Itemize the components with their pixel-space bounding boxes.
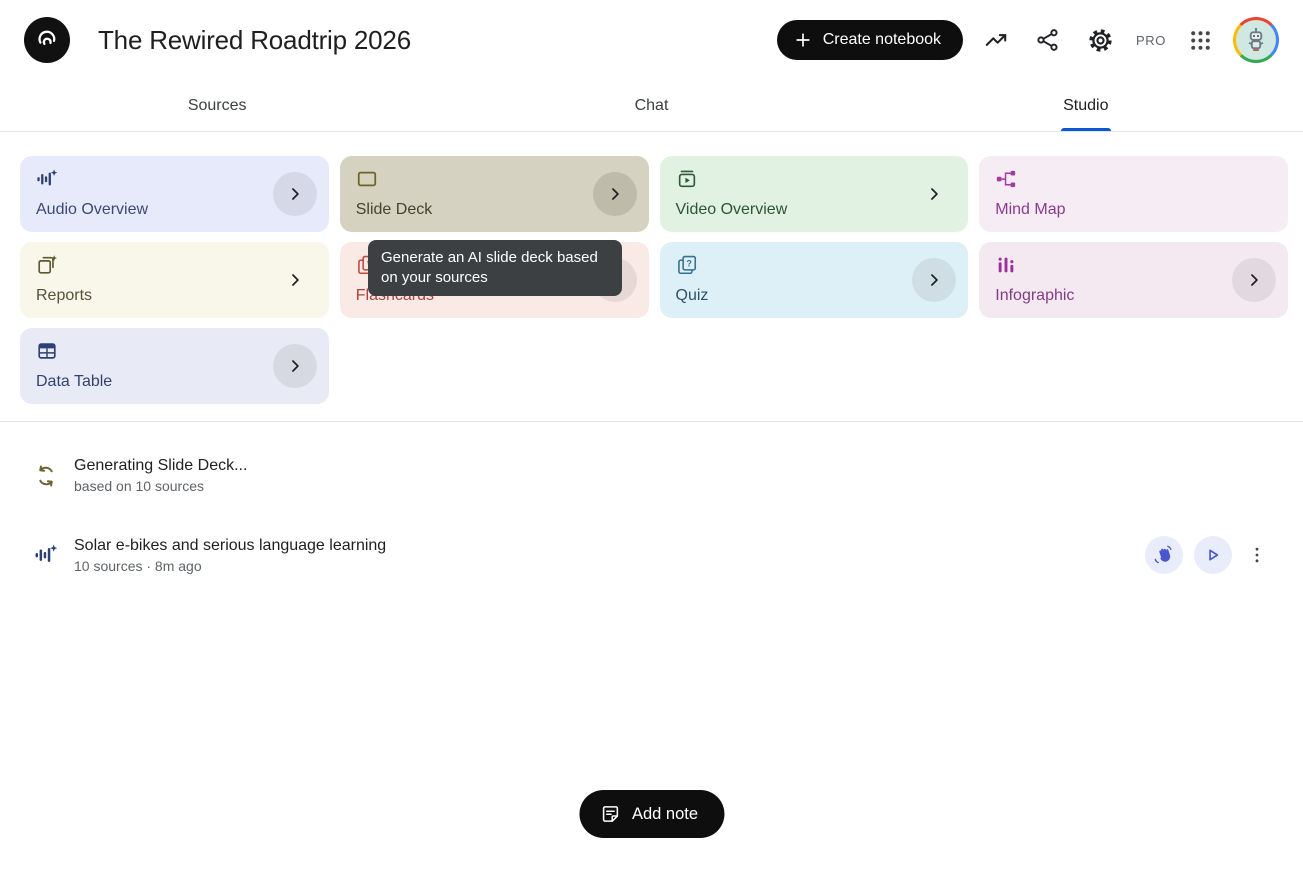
mind-map-icon — [997, 170, 1016, 188]
card-label: Quiz — [675, 287, 709, 304]
card-infographic[interactable]: Infographic — [979, 242, 1288, 318]
analytics-button[interactable] — [977, 21, 1015, 59]
card-label: Infographic — [995, 287, 1075, 304]
card-quiz[interactable]: ? Quiz — [659, 242, 969, 318]
chevron-right-icon[interactable] — [592, 172, 637, 216]
add-note-button[interactable]: Add note — [578, 790, 725, 838]
create-notebook-button[interactable]: Create notebook — [776, 20, 964, 60]
artifact-title: Generating Slide Deck... — [74, 457, 248, 474]
tab-bar: Sources Chat Studio — [0, 80, 1303, 132]
card-label: Slide Deck — [355, 201, 433, 218]
artifact-texts: Solar e-bikes and serious language learn… — [74, 537, 386, 574]
pro-badge: PRO — [1136, 32, 1166, 48]
tab-studio[interactable]: Studio — [869, 80, 1303, 131]
card-label: Data Table — [36, 373, 113, 390]
page-title: The Rewired Roadtrip 2026 — [98, 24, 411, 55]
analytics-icon — [985, 34, 1007, 46]
card-mind-map[interactable]: Mind Map — [979, 156, 1288, 232]
artifact-texts: Generating Slide Deck... based on 10 sou… — [74, 457, 247, 494]
header-actions: Create notebook — [776, 17, 1279, 63]
apps-grid-icon — [1191, 30, 1210, 50]
note-icon — [602, 806, 618, 822]
artifact-subtitle: based on 10 sources — [74, 478, 204, 494]
list-item-audio-overview[interactable]: Solar e-bikes and serious language learn… — [24, 536, 1279, 574]
chevron-right-icon[interactable] — [272, 172, 317, 216]
waving-hand-icon — [1154, 545, 1172, 564]
play-button[interactable] — [1194, 536, 1232, 574]
chevron-right-icon[interactable] — [912, 258, 957, 302]
create-notebook-label: Create notebook — [822, 31, 942, 48]
plus-icon — [796, 33, 810, 47]
logo-swirl-icon — [38, 30, 56, 46]
card-data-table[interactable]: Data Table — [20, 328, 329, 404]
list-item-generating-slide-deck[interactable]: Generating Slide Deck... based on 10 sou… — [24, 457, 1279, 494]
svg-text:?: ? — [686, 258, 692, 268]
avatar[interactable] — [1233, 17, 1279, 63]
card-audio-overview[interactable]: Audio Overview — [20, 156, 329, 232]
add-note-label: Add note — [631, 804, 699, 823]
tab-sources[interactable]: Sources — [0, 80, 434, 131]
slide-deck-icon — [357, 171, 376, 187]
settings-gear-icon — [1089, 28, 1112, 52]
studio-card-grid: Audio Overview Slide Deck Video Ov — [0, 132, 1303, 404]
card-label: Audio Overview — [36, 201, 149, 218]
header: The Rewired Roadtrip 2026 Create noteboo… — [0, 0, 1303, 80]
more-options-button[interactable] — [1243, 539, 1271, 571]
share-icon — [1037, 29, 1058, 51]
chevron-right-icon[interactable] — [272, 344, 317, 388]
apps-grid-button[interactable] — [1182, 22, 1219, 59]
card-reports[interactable]: Reports — [20, 242, 329, 318]
artifact-subtitle: 10 sources · 8m ago — [74, 557, 202, 574]
data-table-icon — [38, 343, 56, 359]
play-icon — [1209, 549, 1219, 561]
tab-studio-label: Studio — [1063, 96, 1109, 114]
sync-spinner-icon — [39, 465, 53, 486]
chevron-right-icon[interactable] — [912, 172, 956, 216]
chevron-right-icon[interactable] — [273, 258, 317, 302]
quiz-icon: ? — [677, 255, 696, 275]
card-slide-deck[interactable]: Slide Deck — [339, 156, 649, 232]
slide-deck-tooltip: Generate an AI slide deck based on your … — [368, 240, 622, 296]
tab-sources-label: Sources — [187, 96, 247, 114]
tab-chat[interactable]: Chat — [434, 80, 868, 131]
interactive-mode-button[interactable] — [1145, 536, 1183, 574]
card-label: Video Overview — [675, 201, 788, 218]
card-label: Reports — [36, 287, 93, 304]
settings-button[interactable] — [1081, 21, 1120, 60]
chevron-right-icon[interactable] — [1232, 258, 1276, 302]
card-video-overview[interactable]: Video Overview — [659, 156, 969, 232]
section-divider — [0, 421, 1303, 422]
card-label: Mind Map — [995, 201, 1066, 218]
avatar-robot-image — [1236, 20, 1276, 60]
active-tab-underline — [1060, 128, 1111, 131]
audio-waveform-icon — [37, 169, 58, 186]
notebooklm-logo[interactable] — [24, 17, 70, 63]
artifact-title: Solar e-bikes and serious language learn… — [74, 536, 387, 554]
artifact-actions — [1145, 536, 1279, 574]
video-overview-icon — [678, 170, 695, 188]
reports-icon — [38, 255, 58, 274]
more-options-kebab-icon — [1255, 547, 1259, 563]
share-button[interactable] — [1029, 21, 1067, 59]
audio-waveform-icon — [35, 544, 58, 562]
tab-chat-label: Chat — [634, 96, 669, 114]
artifact-list: Generating Slide Deck... based on 10 sou… — [0, 457, 1303, 574]
infographic-icon — [998, 257, 1014, 273]
